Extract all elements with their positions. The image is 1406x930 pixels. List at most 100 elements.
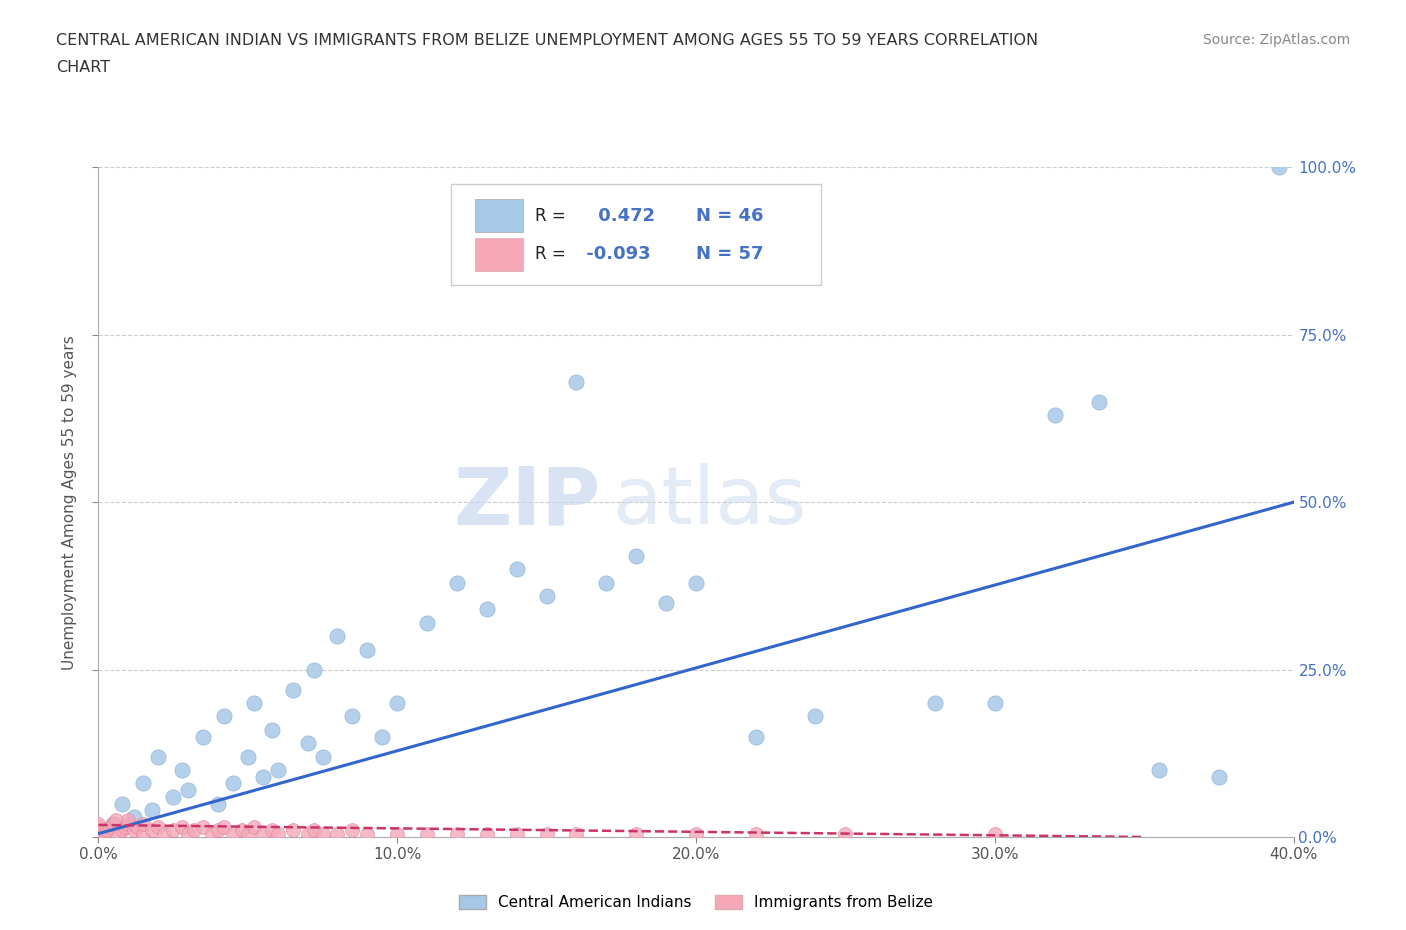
Point — [162, 790, 184, 804]
Point — [222, 826, 245, 841]
Point — [114, 819, 136, 834]
Point — [595, 575, 617, 590]
Point — [260, 823, 283, 838]
Point — [416, 826, 439, 841]
Point — [1208, 769, 1230, 784]
Point — [124, 823, 146, 838]
Point — [111, 796, 134, 811]
Point — [326, 826, 349, 841]
Point — [536, 826, 558, 841]
Point — [536, 589, 558, 604]
Point — [236, 826, 259, 841]
Point — [87, 830, 110, 844]
Point — [132, 776, 155, 790]
Point — [1088, 394, 1111, 409]
Text: R =: R = — [534, 206, 565, 225]
Point — [565, 826, 588, 841]
Point — [326, 629, 349, 644]
Point — [183, 823, 205, 838]
Point — [111, 823, 134, 838]
Point — [191, 729, 214, 744]
Point — [984, 696, 1007, 711]
Point — [132, 826, 155, 841]
Point — [162, 823, 184, 838]
Point — [371, 729, 394, 744]
Point — [100, 819, 122, 834]
Point — [212, 819, 235, 834]
Text: CENTRAL AMERICAN INDIAN VS IMMIGRANTS FROM BELIZE UNEMPLOYMENT AMONG AGES 55 TO : CENTRAL AMERICAN INDIAN VS IMMIGRANTS FR… — [56, 33, 1039, 47]
Point — [177, 826, 200, 841]
Point — [243, 819, 266, 834]
Point — [105, 813, 128, 828]
Point — [745, 729, 768, 744]
Point — [252, 769, 274, 784]
Point — [685, 826, 707, 841]
Point — [446, 826, 468, 841]
Text: N = 46: N = 46 — [696, 206, 763, 225]
Point — [475, 826, 498, 841]
Point — [385, 696, 409, 711]
Point — [117, 813, 139, 828]
Point — [385, 826, 409, 841]
Point — [626, 549, 648, 564]
Point — [834, 826, 856, 841]
Point — [626, 826, 648, 841]
Point — [141, 823, 163, 838]
Point — [1267, 160, 1289, 175]
FancyBboxPatch shape — [451, 184, 821, 285]
Point — [297, 826, 319, 841]
Point — [311, 750, 333, 764]
Point — [172, 763, 194, 777]
Point — [565, 374, 588, 389]
FancyBboxPatch shape — [475, 199, 523, 232]
Point — [281, 683, 304, 698]
Point — [207, 796, 229, 811]
Point — [416, 616, 439, 631]
Point — [108, 826, 131, 841]
Point — [148, 750, 170, 764]
Point — [1147, 763, 1170, 777]
Point — [117, 817, 139, 831]
Point — [685, 575, 707, 590]
Point — [87, 830, 110, 844]
Point — [655, 595, 678, 610]
Legend: Central American Indians, Immigrants from Belize: Central American Indians, Immigrants fro… — [453, 889, 939, 916]
Point — [93, 826, 115, 841]
Point — [342, 823, 364, 838]
Point — [96, 823, 118, 838]
Point — [302, 823, 325, 838]
Point — [924, 696, 946, 711]
Point — [745, 826, 768, 841]
Point — [475, 602, 498, 617]
Point — [302, 662, 325, 677]
Point — [243, 696, 266, 711]
Point — [342, 709, 364, 724]
Point — [236, 750, 259, 764]
Point — [87, 826, 110, 841]
Text: Source: ZipAtlas.com: Source: ZipAtlas.com — [1202, 33, 1350, 46]
Point — [177, 783, 200, 798]
Text: N = 57: N = 57 — [696, 246, 763, 263]
Text: R =: R = — [534, 246, 565, 263]
Point — [222, 776, 245, 790]
Point — [252, 826, 274, 841]
Point — [87, 817, 110, 831]
Point — [124, 809, 146, 824]
Point — [132, 817, 155, 831]
Point — [297, 736, 319, 751]
Point — [506, 826, 529, 841]
Point — [212, 709, 235, 724]
FancyBboxPatch shape — [475, 238, 523, 272]
Point — [506, 562, 529, 577]
Point — [231, 823, 253, 838]
Point — [267, 763, 290, 777]
Text: -0.093: -0.093 — [581, 246, 651, 263]
Point — [1043, 407, 1066, 422]
Text: 0.472: 0.472 — [592, 206, 655, 225]
Point — [260, 723, 283, 737]
Point — [87, 819, 110, 834]
Point — [356, 826, 378, 841]
Point — [127, 819, 149, 834]
Point — [281, 823, 304, 838]
Point — [153, 826, 176, 841]
